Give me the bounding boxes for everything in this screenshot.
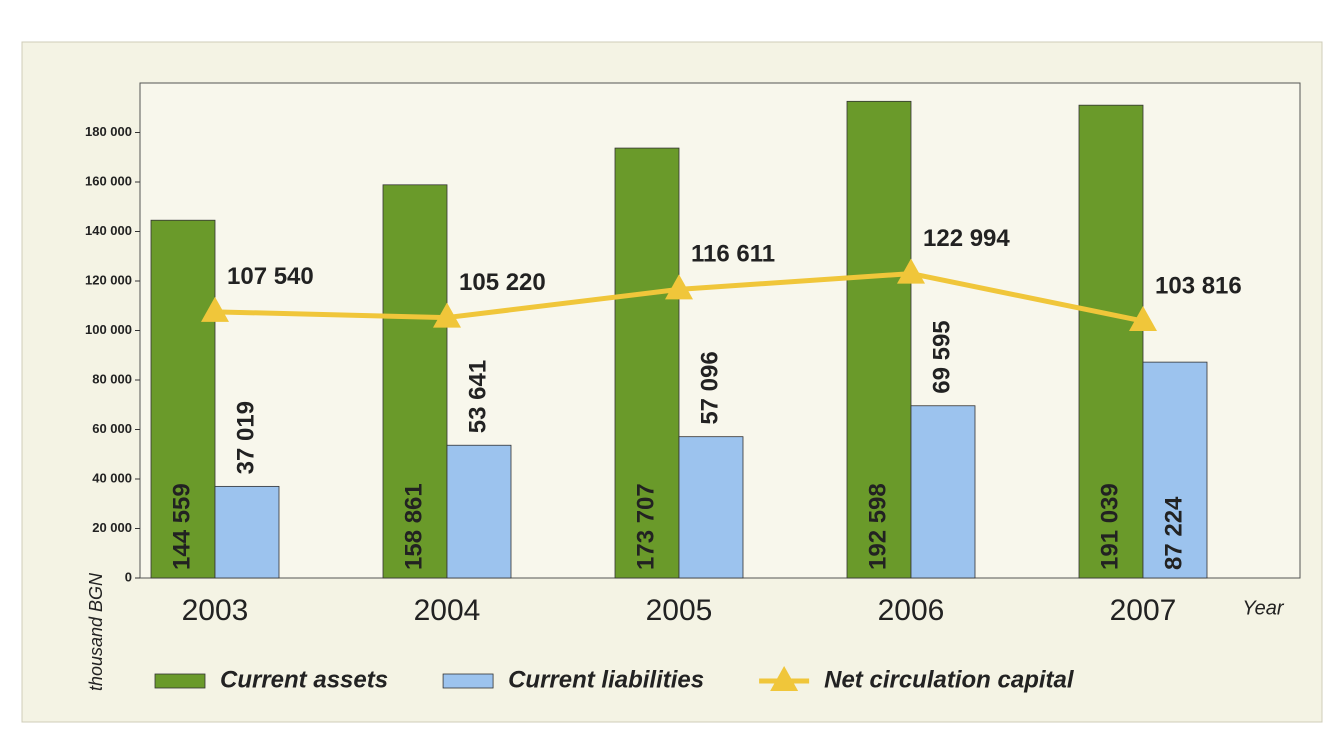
y-tick-label: 20 000 xyxy=(92,520,132,535)
y-tick-label: 60 000 xyxy=(92,421,132,436)
y-tick-label: 0 xyxy=(125,569,132,584)
x-axis-label: Year xyxy=(1242,597,1284,619)
bar xyxy=(382,184,448,579)
y-tick-label: 120 000 xyxy=(85,272,132,287)
bar xyxy=(910,405,976,579)
value-label: 53 641 xyxy=(464,360,491,433)
value-label: 191 039 xyxy=(1096,483,1123,570)
line-marker xyxy=(433,302,461,328)
value-label: 105 220 xyxy=(459,269,546,296)
legend-label: Current liabilities xyxy=(508,666,704,693)
y-tick-label: 40 000 xyxy=(92,470,132,485)
bar xyxy=(846,100,912,579)
line-marker xyxy=(665,274,693,300)
bar xyxy=(614,147,680,579)
value-label: 173 707 xyxy=(632,483,659,570)
bar xyxy=(214,485,280,579)
line-marker xyxy=(897,258,925,284)
y-tick-label: 80 000 xyxy=(92,371,132,386)
bar xyxy=(446,444,512,579)
value-label: 144 559 xyxy=(168,483,195,570)
value-label: 122 994 xyxy=(923,225,1010,252)
y-tick-label: 140 000 xyxy=(85,223,132,238)
x-tick-label: 2005 xyxy=(646,594,713,627)
value-label: 158 861 xyxy=(400,483,427,570)
bar xyxy=(1142,361,1208,579)
legend-label: Current assets xyxy=(220,666,388,693)
legend-label: Net circulation capital xyxy=(824,666,1075,693)
value-label: 69 595 xyxy=(928,320,955,393)
value-label: 116 611 xyxy=(691,241,775,268)
legend-swatch xyxy=(154,673,206,689)
y-tick-label: 100 000 xyxy=(85,322,132,337)
legend-swatch xyxy=(442,673,494,689)
value-label: 87 224 xyxy=(1160,496,1187,570)
x-tick-label: 2003 xyxy=(182,594,249,627)
y-axis-label: thousand BGN xyxy=(86,572,106,691)
x-tick-label: 2007 xyxy=(1110,594,1177,627)
y-tick-label: 180 000 xyxy=(85,124,132,139)
value-label: 107 540 xyxy=(227,263,314,290)
bar xyxy=(150,219,216,579)
value-label: 103 816 xyxy=(1155,272,1242,299)
value-label: 37 019 xyxy=(232,401,259,474)
x-tick-label: 2004 xyxy=(414,594,481,627)
value-label: 192 598 xyxy=(864,483,891,570)
legend-swatch xyxy=(770,666,799,691)
y-tick-label: 160 000 xyxy=(85,173,132,188)
line-marker xyxy=(201,296,229,322)
line-marker xyxy=(1129,306,1157,332)
bar xyxy=(1078,104,1144,579)
bar xyxy=(678,436,744,579)
value-label: 57 096 xyxy=(696,351,723,424)
x-tick-label: 2006 xyxy=(878,594,945,627)
